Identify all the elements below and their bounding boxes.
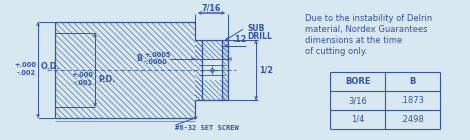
Text: material, Nordex Guarantees: material, Nordex Guarantees bbox=[305, 25, 428, 34]
Text: #6-32 SET SCREW: #6-32 SET SCREW bbox=[175, 125, 239, 131]
Text: .1873: .1873 bbox=[400, 96, 424, 105]
Text: 1/2: 1/2 bbox=[259, 66, 273, 74]
Text: B: B bbox=[409, 77, 415, 86]
Text: B: B bbox=[136, 53, 142, 62]
Text: 7/16: 7/16 bbox=[202, 3, 221, 12]
Text: Due to the instability of Delrin: Due to the instability of Delrin bbox=[305, 14, 432, 23]
Text: BORE: BORE bbox=[345, 77, 370, 86]
Text: +.0005: +.0005 bbox=[144, 52, 171, 58]
Text: .2498: .2498 bbox=[400, 115, 424, 124]
Text: -.001: -.001 bbox=[74, 80, 93, 86]
Text: -.0000: -.0000 bbox=[144, 59, 168, 65]
Text: 3/16: 3/16 bbox=[348, 96, 367, 105]
Text: .12: .12 bbox=[232, 35, 246, 44]
Text: DRILL: DRILL bbox=[247, 32, 272, 41]
Text: of cutting only.: of cutting only. bbox=[305, 47, 367, 56]
Text: SUB: SUB bbox=[247, 24, 264, 33]
Text: 1/4: 1/4 bbox=[351, 115, 364, 124]
Text: dimensions at the time: dimensions at the time bbox=[305, 36, 402, 45]
Text: P.D.: P.D. bbox=[98, 74, 115, 83]
Text: +.000: +.000 bbox=[71, 72, 93, 78]
Text: +.000: +.000 bbox=[14, 62, 36, 68]
Text: O.D.: O.D. bbox=[41, 61, 61, 71]
Text: -.002: -.002 bbox=[17, 70, 36, 76]
